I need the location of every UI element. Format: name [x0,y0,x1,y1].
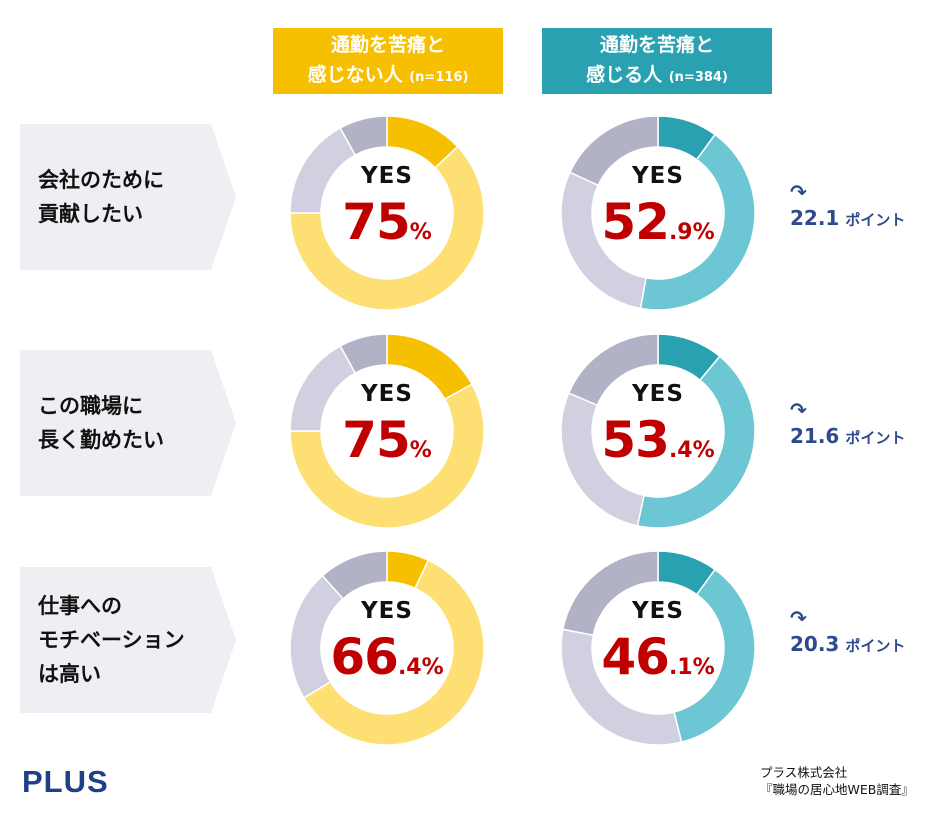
difference-value: 20.3 [790,632,840,656]
point-difference: ↷ 22.1 ポイント [790,180,905,230]
row-label-stay-long: この職場に 長く勤めたい [20,350,236,496]
yes-percent-dec: .4% [397,655,444,680]
donut-svg [289,333,485,529]
yes-label: YES [361,598,413,624]
difference-value: 22.1 [790,206,840,230]
donut-slice-other-dark [321,550,388,600]
yes-percent: 52.9% [560,193,756,251]
row-label-contribute: 会社のために 貢献したい [20,124,236,270]
yes-label: YES [632,163,684,189]
yes-percent: 53.4% [560,411,756,469]
donut-svg [289,115,485,311]
donut-svg [289,550,485,746]
plus-logo: PLUS [22,764,109,799]
row-label-text: 会社のために 貢献したい [38,168,164,226]
difference-unit: ポイント [845,211,906,229]
donut-chart: YES 53.4% [560,333,756,529]
donut-slice-other-dark [339,115,388,157]
group-header-line1: 通勤を苦痛と [330,33,445,56]
point-difference: ↷ 20.3 ポイント [790,606,905,656]
donut-slice-yes-main [289,383,485,529]
donut-svg [560,115,756,311]
curved-arrow-icon: ↷ [790,606,807,630]
yes-label: YES [632,598,684,624]
donut-slice-other-dark [568,115,659,187]
source-note: プラス株式会社 『職場の居心地WEB調査』 [760,764,914,798]
donut-slice-yes-main [302,559,485,746]
group-header-line1: 通勤を苦痛と [599,33,714,56]
donut-slice-other-dark [339,333,388,375]
donut-svg [560,333,756,529]
yes-percent-dec: % [409,438,432,463]
yes-percent-dec: .9% [668,220,715,245]
group-header-line2: 感じない人 [307,63,403,86]
yes-percent-int: 66 [330,628,399,686]
donut-chart: YES 75% [289,115,485,311]
difference-value: 21.6 [790,424,840,448]
donut-slice-yes-main [639,133,756,311]
difference-unit: ポイント [845,637,906,655]
yes-percent-int: 53 [601,411,670,469]
yes-percent: 75% [289,411,485,469]
group-header-not-painful: 通勤を苦痛と 感じない人 (n=116) [273,28,503,94]
donut-slice-other-dark [561,550,659,637]
row-label-text: この職場に 長く勤めたい [38,394,164,452]
yes-percent-dec: .1% [668,655,715,680]
yes-percent: 66.4% [289,628,485,686]
yes-percent: 75% [289,193,485,251]
group-sample-size: (n=116) [409,69,469,85]
yes-percent-int: 46 [601,628,670,686]
donut-chart: YES 75% [289,333,485,529]
row-label-motivation: 仕事への モチベーション は高い [20,567,236,713]
yes-label: YES [361,381,413,407]
donut-slice-other-dark [567,333,659,407]
curved-arrow-icon: ↷ [790,398,807,422]
donut-chart: YES 66.4% [289,550,485,746]
yes-label: YES [632,381,684,407]
point-difference: ↷ 21.6 ポイント [790,398,905,448]
yes-percent-dec: .4% [668,438,715,463]
yes-label: YES [361,163,413,189]
yes-percent-int: 75 [342,193,411,251]
donut-chart: YES 52.9% [560,115,756,311]
source-company: プラス株式会社 [760,765,848,780]
curved-arrow-icon: ↷ [790,180,807,204]
donut-slice-yes-main [636,355,756,529]
yes-percent: 46.1% [560,628,756,686]
donut-slice-yes-main [289,145,485,311]
row-label-text: 仕事への モチベーション は高い [38,594,185,686]
difference-unit: ポイント [845,429,906,447]
yes-percent-int: 52 [601,193,670,251]
source-survey: 『職場の居心地WEB調査』 [760,782,914,797]
donut-chart: YES 46.1% [560,550,756,746]
group-header-painful: 通勤を苦痛と 感じる人 (n=384) [542,28,772,94]
yes-percent-int: 75 [342,411,411,469]
yes-percent-dec: % [409,220,432,245]
donut-svg [560,550,756,746]
group-sample-size: (n=384) [668,69,728,85]
group-header-line2: 感じる人 [586,63,663,86]
